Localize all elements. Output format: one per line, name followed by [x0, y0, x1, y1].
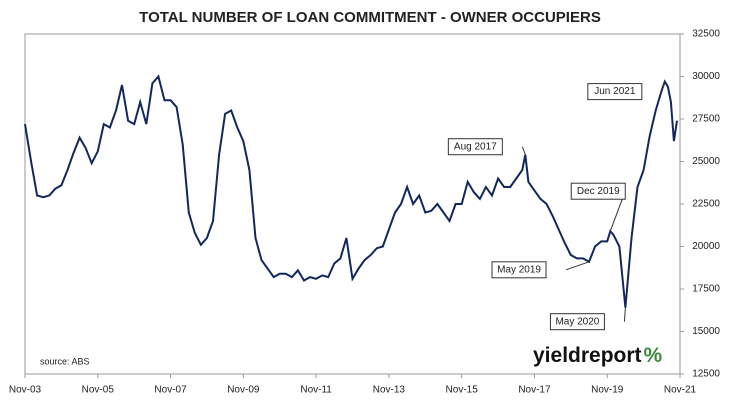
- x-tick-label: Nov-17: [518, 385, 551, 396]
- y-tick-label: 17500: [692, 284, 720, 295]
- x-tick-label: Nov-09: [227, 385, 260, 396]
- line: [24, 74, 678, 308]
- logo-text: yieldreport: [533, 344, 642, 367]
- x-tick-label: Nov-15: [446, 385, 479, 396]
- y-tick-label: 25000: [692, 156, 720, 167]
- y-tick-label: 32500: [692, 29, 720, 40]
- annotation-leader: [623, 307, 626, 322]
- annotation-leader: [521, 146, 526, 155]
- x-tick-label: Nov-21: [664, 385, 697, 396]
- x-tick-label: Nov-05: [82, 385, 115, 396]
- annotation-leader: [565, 261, 590, 271]
- y-tick-label: 12500: [692, 369, 720, 380]
- x-tick-label: Nov-11: [300, 385, 332, 396]
- annotation-box: [587, 83, 643, 101]
- y-tick-label: 27500: [692, 114, 720, 125]
- x-tick-label: Nov-03: [9, 385, 42, 396]
- x-tick-label: Nov-13: [373, 385, 406, 396]
- y-tick-label: 30000: [692, 71, 720, 82]
- x-tick-label: Nov-07: [154, 385, 187, 396]
- x-tick-label: Nov-19: [591, 385, 624, 396]
- annotation-leader: [661, 81, 666, 92]
- annotation-box: [447, 138, 503, 156]
- annotation-text: May 2019: [497, 264, 541, 275]
- annotation-text: Dec 2019: [577, 186, 620, 197]
- y-tick-label: 22500: [692, 199, 720, 210]
- logo-mark: %: [644, 344, 663, 367]
- annotation-text: Aug 2017: [454, 141, 497, 152]
- y-tick-label: 20000: [692, 241, 720, 252]
- source: source: ABS: [40, 356, 90, 366]
- annotation-box: [570, 182, 626, 200]
- annotation-box: [549, 313, 605, 331]
- annotation-box: [491, 261, 547, 279]
- y-tick-label: 15000: [692, 326, 720, 337]
- annotation-text: May 2020: [555, 316, 599, 327]
- annotation-text: Jun 2021: [594, 86, 636, 97]
- logo: yieldreport%: [533, 344, 663, 367]
- chart-title: TOTAL NUMBER OF LOAN COMMITMENT - OWNER …: [139, 9, 601, 26]
